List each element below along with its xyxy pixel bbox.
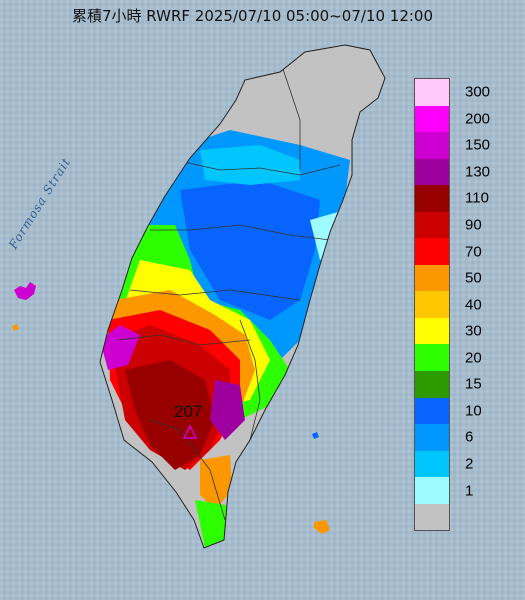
legend-swatch — [415, 132, 449, 159]
legend-label: 40 — [465, 296, 482, 314]
legend-label: 20 — [465, 349, 482, 367]
legend-swatch — [415, 397, 449, 425]
legend-swatch — [415, 291, 449, 318]
legend-swatch — [415, 317, 449, 345]
legend-label: 90 — [465, 216, 482, 234]
legend-label: 150 — [465, 136, 491, 154]
legend-label: 300 — [465, 83, 491, 101]
legend-swatch — [415, 503, 449, 531]
legend-label: 110 — [465, 189, 489, 207]
legend-swatch — [415, 424, 449, 451]
penghu-islet — [12, 324, 19, 331]
legend-swatch — [415, 105, 449, 133]
legend-swatch — [415, 371, 449, 398]
legend-label: 2 — [465, 455, 474, 473]
legend-swatch — [415, 79, 449, 106]
legend-swatch — [415, 477, 449, 504]
green-island — [312, 432, 319, 439]
triangle-marker — [182, 424, 198, 439]
legend-label: 30 — [465, 322, 482, 340]
orchid-island — [314, 520, 330, 534]
legend-swatch — [415, 264, 449, 292]
legend-label: 15 — [465, 375, 482, 393]
legend-label: 200 — [465, 110, 491, 128]
island-outline — [99, 44, 386, 549]
legend-label: 50 — [465, 269, 482, 287]
legend-label: 130 — [465, 163, 491, 181]
map-title: 累積7小時 RWRF 2025/07/10 05:00~07/10 12:00 — [72, 7, 434, 25]
legend-swatch — [415, 450, 449, 478]
legend-label: 70 — [465, 243, 482, 261]
legend-swatch — [415, 185, 449, 212]
legend-label: 6 — [465, 428, 474, 446]
legend-label: 10 — [465, 402, 482, 420]
legend-label: 1 — [465, 482, 474, 500]
legend-swatch — [415, 158, 449, 186]
peak-value-label: 207 — [174, 402, 203, 421]
color-legend — [414, 78, 450, 532]
legend-swatch — [415, 344, 449, 372]
legend-swatch — [415, 211, 449, 239]
penghu-island — [14, 282, 36, 300]
legend-swatch — [415, 238, 449, 265]
